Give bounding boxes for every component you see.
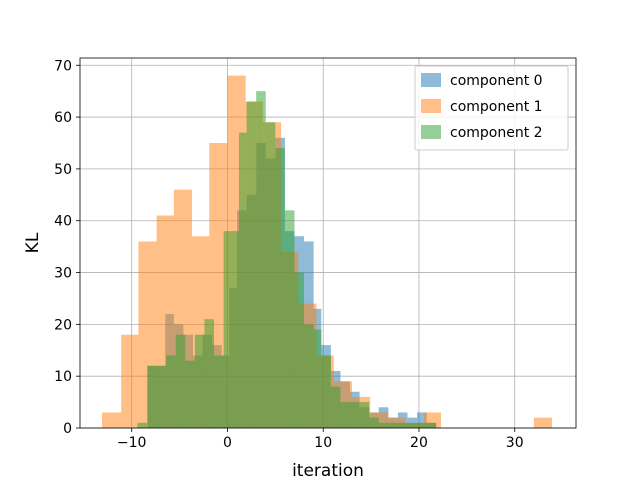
histogram-bar [204,319,215,428]
y-axis: 0 10 20 30 40 50 60 70 [54,58,80,437]
y-tick-label: 70 [54,58,72,74]
x-tick-label: −10 [117,435,147,451]
series-component-2 [137,91,437,429]
histogram-bar [238,132,247,429]
legend: component 0 component 1 component 2 [414,65,569,151]
histogram-bar [350,402,360,428]
histogram-bar [397,422,408,428]
histogram-bar [246,101,257,428]
y-tick-label: 0 [63,421,72,437]
histogram-bar [231,231,239,428]
y-tick-label: 10 [54,369,72,385]
legend-label-component-1: component 1 [450,99,543,115]
histogram-bar [284,210,295,428]
y-tick-label: 20 [54,317,72,333]
histogram-bar [102,412,122,428]
histogram-bar [121,334,139,428]
histogram-bar [417,422,427,428]
histogram-bar [223,231,232,428]
y-tick-label: 30 [54,266,72,282]
histogram-bar [175,334,186,428]
histogram-bar [369,417,379,428]
y-axis-label: KL [23,232,43,253]
histogram-bar [194,334,205,428]
legend-label-component-2: component 2 [450,125,543,141]
histogram-bar [359,402,370,428]
histogram-bar [340,402,351,428]
histogram-bar [321,355,331,428]
x-tick-label: 30 [506,435,524,451]
histogram-bar [147,365,167,428]
plot-frame [79,57,577,429]
legend-swatch-component-2 [421,125,441,139]
x-tick-label: 20 [410,435,428,451]
histogram-bar [304,324,314,428]
histogram-bar [426,422,437,428]
x-axis-label: iteration [292,461,364,480]
y-tick-label: 60 [54,110,72,126]
histogram-bar [137,422,148,428]
histogram-bar [388,422,398,428]
histogram-bar [294,272,305,428]
histogram-bar [533,417,553,428]
histogram-bar [417,412,427,428]
histogram-bar [185,360,195,428]
histogram-bars [102,75,553,429]
histogram-bar [313,329,322,428]
histogram-bar [407,422,418,428]
x-axis: −10 0 10 20 30 [117,428,524,451]
y-tick-label: 40 [54,214,72,230]
y-tick-label: 50 [54,162,72,178]
x-tick-label: 0 [223,435,232,451]
histogram-bar [275,148,285,428]
legend-frame [414,65,569,151]
x-tick-label: 10 [314,435,332,451]
histogram-bar [265,122,276,429]
legend-label-component-0: component 0 [450,73,543,89]
histogram-bar [330,386,341,428]
histogram-bar [166,355,176,428]
histogram-bar [214,355,224,428]
legend-swatch-component-1 [421,99,441,113]
legend-swatch-component-0 [421,73,441,87]
histogram-bar [378,422,389,428]
histogram-bar [256,91,266,428]
